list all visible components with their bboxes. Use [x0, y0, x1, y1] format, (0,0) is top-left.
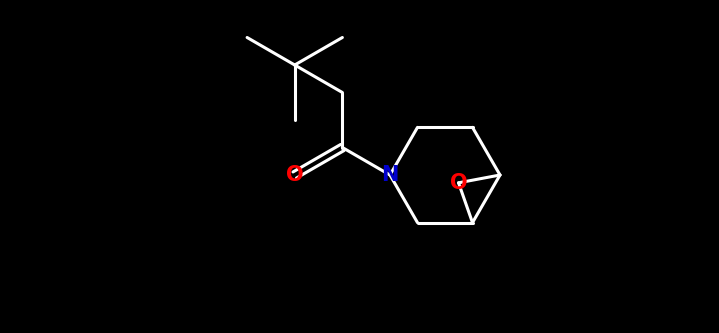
Text: N: N	[381, 165, 399, 185]
Text: O: O	[449, 173, 467, 193]
Text: O: O	[286, 165, 303, 185]
